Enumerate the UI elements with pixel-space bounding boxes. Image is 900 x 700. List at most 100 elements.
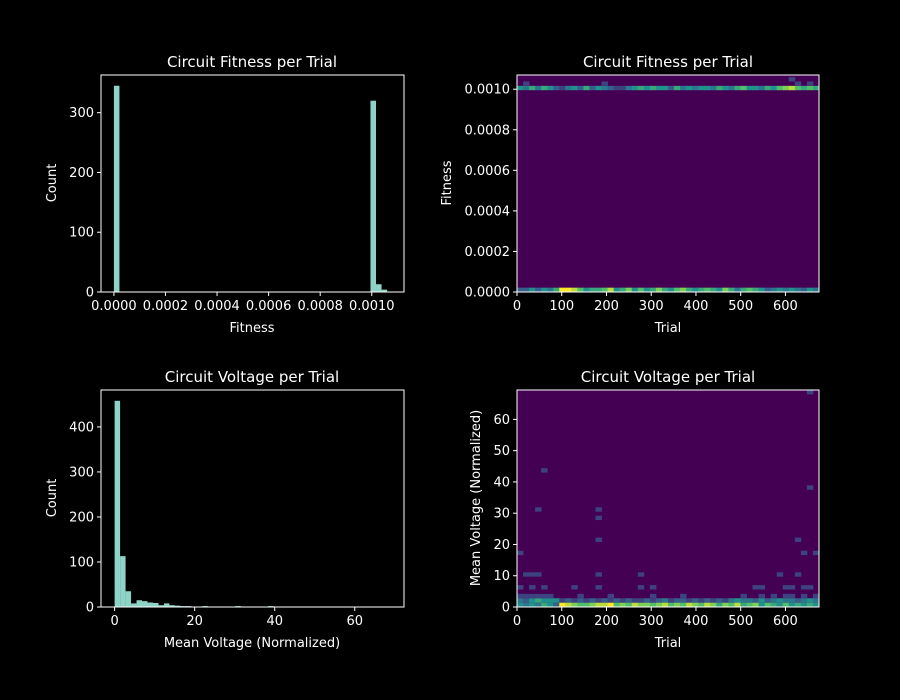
fitness-heatmap-title: Circuit Fitness per Trial [583,53,753,71]
y-tick-label: 20 [493,538,510,553]
heatmap-cell [661,287,669,292]
heatmap-cell [710,602,717,607]
heatmap-cell [553,287,560,292]
heatmap-cell [535,85,542,91]
fitness-hist-title: Circuit Fitness per Trial [167,53,337,71]
heatmap-cell [517,550,524,556]
heatmap-cell [776,572,784,577]
y-tick-label: 0 [86,286,94,301]
heatmap-cell [734,598,741,603]
fitness-hist-ylabel: Count [45,164,60,203]
heatmap-cell [698,598,705,603]
heatmap-cell [686,85,693,91]
x-tick-label: 300 [639,614,664,629]
heatmap-cell [776,85,784,91]
heatmap-cell [752,85,759,91]
heatmap-cell [541,85,548,91]
y-tick-label: 100 [69,226,94,241]
heatmap-cell [523,81,530,86]
heatmap-cell [704,602,711,607]
heatmap-cell [812,602,820,607]
fitness-histogram-panel: Circuit Fitness per Trial Fitness Count … [45,53,405,336]
heatmap-cell [776,598,784,603]
heatmap-cell [523,572,530,577]
heatmap-cell [680,287,687,292]
heatmap-cell [613,598,621,603]
x-tick-label: 500 [728,614,753,629]
heatmap-cell [637,85,645,91]
heatmap-cell [728,598,735,603]
heatmap-cell [661,602,669,607]
heatmap-cell [589,287,596,292]
heatmap-cell [529,85,536,91]
heatmap-cell [565,287,572,292]
heatmap-cell [674,287,681,292]
heatmap-cell [758,85,766,91]
x-tick-label: 0 [110,614,118,629]
heatmap-cell [655,602,663,607]
heatmap-cell [559,287,566,292]
heatmap-cell [806,85,814,91]
heatmap-cell [752,585,759,590]
heatmap-cell [728,85,735,91]
x-tick-label: 200 [594,614,619,629]
heatmap-cell [631,287,639,292]
heatmap-cell [595,287,602,292]
heatmap-cell [547,85,554,91]
heatmap-cell [529,593,536,599]
heatmap-cell [589,85,596,91]
heatmap-cell [668,85,675,91]
heatmap-cell [782,585,790,590]
x-tick-label: 0 [513,299,521,314]
heatmap-cell [794,81,802,86]
heatmap-cell [800,85,808,91]
heatmap-cell [722,85,729,91]
heatmap-cell [788,287,796,292]
heatmap-cell [619,602,627,607]
histogram-bar [370,100,377,292]
voltage-heatmap-ylabel: Mean Voltage (Normalized) [469,410,484,586]
heatmap-cell [752,598,759,603]
heatmap-cell [649,602,657,607]
heatmap-cell [758,585,766,590]
heatmap-cell [607,85,615,91]
histogram-bar [113,85,120,292]
heatmap-cell [571,287,578,292]
heatmap-cell [758,598,766,603]
fitness-hist-xlabel: Fitness [229,321,274,336]
heatmap-cell [637,585,645,590]
heatmap-cell [740,85,747,91]
x-tick-label: 500 [728,299,753,314]
heatmap-cell [698,287,705,292]
heatmap-cell [668,602,675,607]
y-tick-label: 50 [493,444,510,459]
heatmap-cell [607,287,615,292]
heatmap-cell [704,598,711,603]
heatmap-cell [800,287,808,292]
heatmap-cell [806,602,814,607]
heatmap-cell [595,507,602,512]
heatmap-cell [583,598,590,603]
heatmap-cell [583,85,590,91]
heatmap-cell [589,602,596,607]
y-tick-label: 300 [69,106,94,121]
heatmap-cell [613,85,621,91]
heatmap-cell [643,602,651,607]
heatmap-cell [643,85,651,91]
histogram-bar [120,556,126,607]
heatmap-cell [692,85,699,91]
heatmap-cell [698,85,705,91]
heatmap-cell [680,602,687,607]
y-tick-label: 0 [502,601,510,616]
heatmap-cell [523,85,530,91]
heatmap-cell [740,287,747,292]
heatmap-cell [668,287,675,292]
heatmap-cell [806,485,814,490]
heatmap-cell [619,598,627,603]
heatmap-cell [758,593,766,599]
heatmap-cell [710,287,717,292]
y-tick-label: 200 [69,510,94,525]
voltage-hist-xlabel: Mean Voltage (Normalized) [164,636,340,651]
heatmap-cell [728,602,735,607]
